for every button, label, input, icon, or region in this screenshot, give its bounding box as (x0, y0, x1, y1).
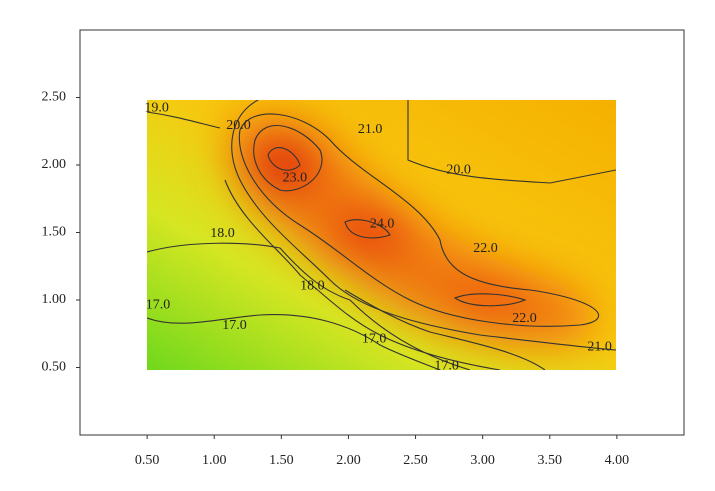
x-tick-label: 1.00 (202, 453, 227, 468)
x-tick-label: 3.50 (538, 453, 563, 468)
contour-label: 17.0 (146, 298, 171, 313)
x-tick-label: 2.00 (336, 453, 361, 468)
contour-label: 19.0 (144, 101, 169, 116)
y-tick-label: 0.50 (42, 360, 67, 375)
x-tick-label: 2.50 (403, 453, 428, 468)
x-tick-label: 1.50 (269, 453, 294, 468)
contour-label: 18.0 (300, 279, 325, 294)
x-tick-label: 3.00 (470, 453, 495, 468)
contour-label: 18.0 (210, 226, 235, 241)
heatmap (147, 100, 616, 370)
y-tick-label: 1.00 (42, 292, 67, 307)
contour-label: 24.0 (370, 217, 395, 232)
contour-label: 20.0 (226, 118, 251, 133)
contour-label: 17.0 (362, 331, 387, 346)
y-tick-label: 2.50 (42, 90, 67, 105)
contour-label: 20.0 (446, 163, 471, 178)
x-tick-label: 4.00 (605, 453, 630, 468)
contour-label: 22.0 (473, 241, 498, 256)
x-tick-label: 0.50 (135, 453, 160, 468)
y-tick-label: 1.50 (42, 225, 67, 240)
contour-label: 17.0 (222, 318, 247, 333)
contour-label: 21.0 (358, 122, 383, 137)
contour-label: 23.0 (283, 171, 308, 186)
contour-label: 22.0 (512, 311, 537, 326)
y-tick-label: 2.00 (42, 157, 67, 172)
contour-label: 17.0 (434, 358, 459, 373)
contour-label: 21.0 (587, 339, 612, 354)
contour-lines (147, 100, 616, 370)
